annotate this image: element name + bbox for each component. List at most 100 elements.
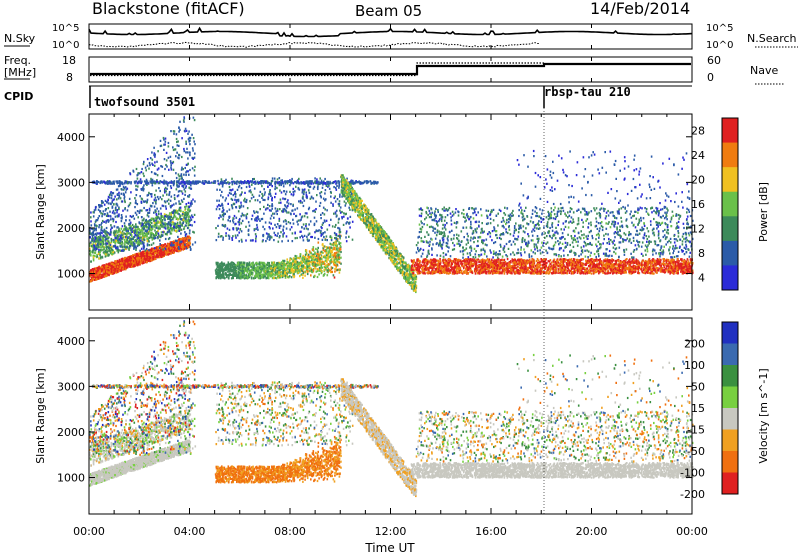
power-cell	[178, 245, 181, 248]
power-cell	[170, 232, 173, 235]
power-cell	[276, 223, 279, 226]
power-cell	[168, 218, 171, 221]
power-cell	[120, 234, 123, 237]
power-cell	[339, 242, 342, 245]
power-cell	[182, 185, 185, 189]
power-cell	[333, 258, 336, 261]
power-cell	[270, 271, 273, 274]
power-cell	[318, 204, 321, 207]
power-cell	[111, 205, 114, 208]
power-cell	[139, 178, 142, 181]
power-cell	[143, 174, 145, 178]
power-cell	[246, 276, 249, 279]
power-cell	[162, 244, 165, 247]
power-cell	[263, 261, 265, 264]
power-cell	[187, 208, 189, 211]
power-cell	[171, 211, 173, 214]
power-cell	[334, 244, 337, 247]
power-cell	[97, 269, 99, 272]
power-cell	[161, 204, 164, 207]
power-cell	[220, 269, 222, 272]
power-cell	[148, 230, 151, 233]
power-cell	[160, 252, 162, 256]
power-cell	[142, 187, 145, 190]
power-cell	[128, 232, 130, 235]
power-cell	[251, 262, 254, 265]
power-cell	[252, 267, 255, 270]
power-cell	[281, 276, 284, 279]
power-cell	[110, 218, 112, 221]
power-cell	[268, 264, 271, 267]
power-cell	[104, 239, 107, 242]
power-cell	[175, 202, 177, 205]
power-cell	[102, 238, 104, 241]
power-cell	[150, 177, 152, 180]
power-cell	[154, 193, 156, 197]
power-cell	[251, 265, 253, 268]
power-cell	[191, 167, 194, 170]
power-cell	[320, 266, 322, 269]
power-cell	[300, 265, 303, 268]
power-cell	[99, 254, 101, 257]
power-cell	[313, 264, 315, 268]
power-cell	[130, 191, 132, 194]
power-cell	[249, 272, 251, 275]
power-cell	[150, 259, 153, 262]
power-cell	[130, 182, 132, 185]
power-cell	[188, 205, 191, 208]
power-cell	[294, 259, 296, 262]
power-cell	[323, 245, 326, 248]
power-cell	[98, 215, 101, 218]
power-cell	[156, 224, 158, 227]
power-cell	[268, 272, 270, 275]
power-cell	[320, 217, 322, 220]
power-cell	[293, 212, 295, 215]
power-cell	[220, 267, 223, 270]
power-cell	[103, 270, 105, 273]
power-cell	[140, 236, 142, 239]
power-cell	[318, 266, 321, 269]
power-cell	[159, 246, 161, 249]
power-cell	[248, 263, 250, 266]
power-cell	[163, 250, 166, 253]
power-cell	[107, 207, 110, 210]
power-cell	[158, 234, 160, 237]
power-cell	[135, 194, 138, 197]
power-cell	[287, 211, 290, 214]
power-cell	[280, 264, 283, 267]
power-cell	[130, 232, 132, 235]
power-cell	[240, 264, 242, 267]
power-cell	[159, 227, 161, 230]
power-cell	[302, 268, 304, 271]
power-cell	[150, 249, 153, 252]
power-cell	[234, 274, 236, 277]
power-cell	[232, 219, 234, 222]
power-cell	[216, 273, 219, 276]
power-cell	[114, 234, 116, 238]
power-cell	[345, 212, 347, 215]
power-cell	[152, 202, 154, 205]
power-cell	[122, 249, 125, 252]
power-cell	[322, 274, 325, 277]
power-cell	[337, 257, 339, 260]
power-cell	[219, 204, 222, 207]
power-cell	[180, 173, 183, 176]
power-cell	[194, 143, 196, 146]
power-cell	[163, 143, 165, 146]
power-cell	[315, 263, 317, 266]
power-cell	[243, 270, 246, 273]
power-cell	[272, 261, 275, 264]
power-cell	[228, 270, 231, 273]
power-cell	[92, 241, 95, 244]
power-cell	[187, 138, 190, 141]
power-cell	[146, 183, 148, 186]
power-cell	[130, 225, 132, 228]
power-cell	[315, 254, 318, 257]
power-cell	[125, 215, 127, 218]
power-cell	[293, 266, 295, 269]
power-cell	[179, 220, 181, 223]
power-cell	[112, 269, 115, 272]
power-cell	[177, 229, 180, 232]
power-cell	[184, 243, 186, 246]
power-cell	[105, 232, 108, 235]
